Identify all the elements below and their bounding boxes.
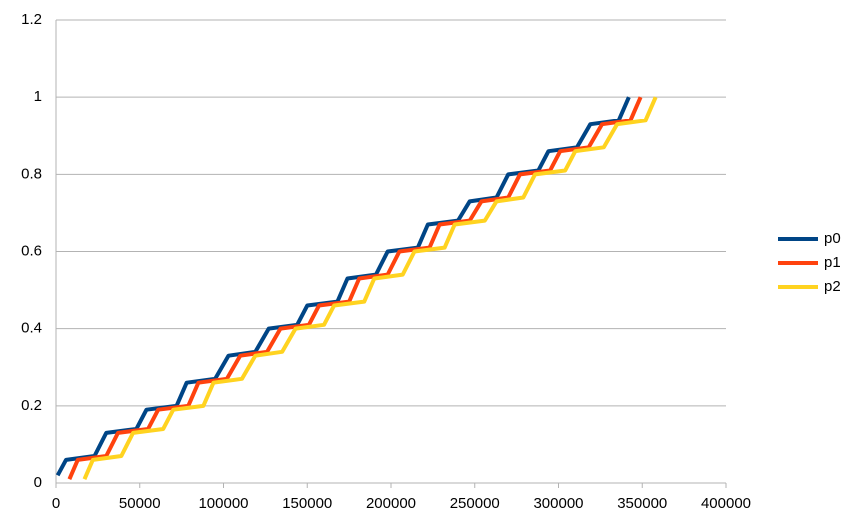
y-tick-label: 1.2 (21, 11, 42, 28)
x-tick-label: 200000 (366, 495, 416, 512)
series-line (67, 96, 643, 480)
x-tick-label: 150000 (282, 495, 332, 512)
y-tick-label: 0.6 (21, 242, 42, 259)
y-tick-label: 1 (34, 88, 42, 105)
y-tick-label: 0.4 (21, 320, 42, 337)
x-tick-label: 100000 (198, 495, 248, 512)
legend-label: p0 (824, 230, 841, 247)
y-tick-label: 0.2 (21, 397, 42, 414)
legend-label: p1 (824, 254, 841, 271)
x-tick-label: 400000 (701, 495, 751, 512)
series-line (82, 96, 658, 480)
y-tick-label: 0 (34, 474, 42, 491)
series-line (55, 96, 631, 477)
x-tick-label: 0 (52, 495, 60, 512)
legend-label: p2 (824, 278, 841, 295)
x-tick-label: 50000 (119, 495, 161, 512)
y-tick-label: 0.8 (21, 165, 42, 182)
x-tick-label: 250000 (450, 495, 500, 512)
x-tick-label: 300000 (533, 495, 583, 512)
x-tick-label: 350000 (617, 495, 667, 512)
